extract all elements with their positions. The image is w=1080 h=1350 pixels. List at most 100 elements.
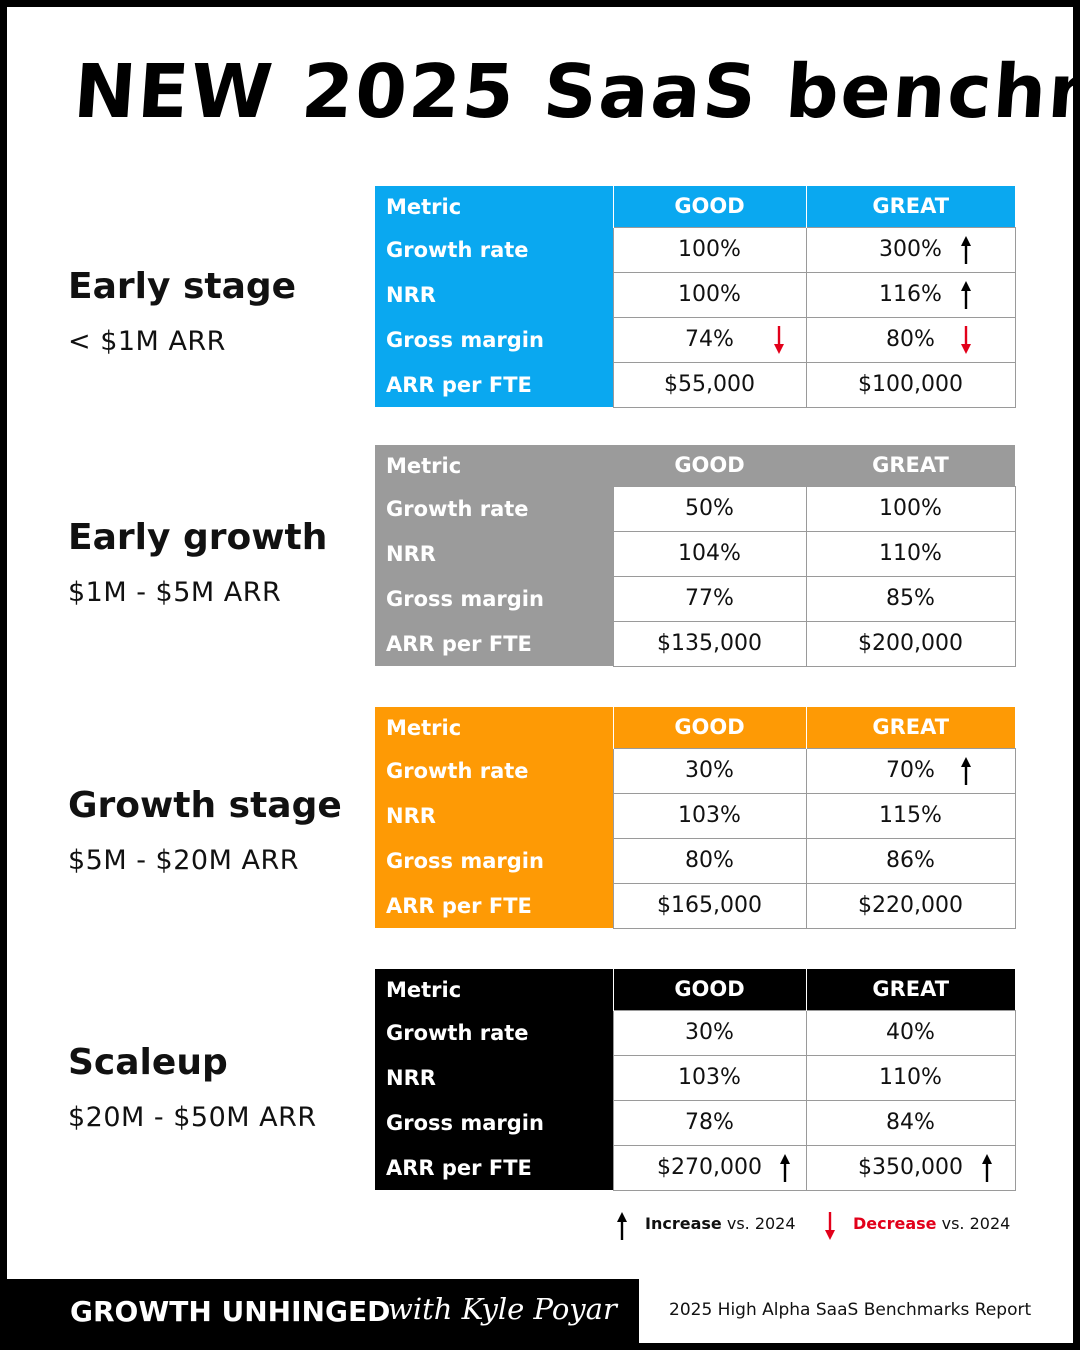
table-row: Growth rate 100% 300% [375, 226, 1016, 273]
stage-name-scaleup: Scaleup [68, 1042, 228, 1083]
great-value: 110% [805, 1054, 1016, 1101]
metric-label: Growth rate [375, 748, 613, 793]
column-header-great: GREAT [805, 969, 1015, 1010]
good-value: 30% [612, 1009, 807, 1056]
table-row: ARR per FTE $55,000 $100,000 [375, 361, 1016, 408]
great-value-text: 70% [886, 758, 935, 783]
legend-increase-label: Increase [645, 1214, 722, 1233]
stage-range-growth-stage: $5M - $20M ARR [68, 845, 299, 876]
up-arrow-icon [960, 280, 971, 309]
up-arrow-icon [960, 756, 971, 785]
benchmark-table-early-growth: Metric GOOD GREAT Growth rate 50% 100% N… [375, 445, 1016, 667]
good-value: $135,000 [612, 620, 807, 667]
benchmark-table-scaleup: Metric GOOD GREAT Growth rate 30% 40% NR… [375, 969, 1016, 1191]
good-value: 30% [612, 747, 807, 794]
table-row: ARR per FTE $135,000 $200,000 [375, 620, 1016, 667]
great-value: $200,000 [805, 620, 1016, 667]
page-title: NEW 2025 SaaS benchmarks [70, 49, 1080, 135]
great-value-text: 80% [886, 327, 935, 352]
good-value: 103% [612, 792, 807, 839]
metric-label: Growth rate [375, 227, 613, 272]
stage-range-early-growth: $1M - $5M ARR [68, 577, 282, 608]
benchmark-table-growth-stage: Metric GOOD GREAT Growth rate 30% 70% NR… [375, 707, 1016, 929]
report-source: 2025 High Alpha SaaS Benchmarks Report [669, 1300, 1032, 1320]
great-value-text: $350,000 [858, 1155, 963, 1180]
great-value-text: $100,000 [858, 372, 963, 397]
metric-label: Growth rate [375, 1010, 613, 1055]
table-row: NRR 100% 116% [375, 271, 1016, 318]
table-header-row: Metric GOOD GREAT [375, 445, 1015, 486]
good-value-text: 100% [678, 237, 741, 262]
column-header-good: GOOD [612, 969, 806, 1010]
good-value-text: 74% [685, 327, 734, 352]
great-value: 100% [805, 485, 1016, 532]
column-header-metric: Metric [375, 186, 613, 227]
great-value: 300% [805, 226, 1016, 273]
column-header-metric: Metric [375, 707, 613, 748]
great-value: 85% [805, 575, 1016, 622]
stage-name-growth-stage: Growth stage [68, 785, 342, 826]
legend-increase: Increase vs. 2024 [645, 1214, 796, 1233]
metric-label: NRR [375, 531, 613, 576]
great-value: $100,000 [805, 361, 1016, 408]
great-value: 115% [805, 792, 1016, 839]
metric-label: Gross margin [375, 317, 613, 362]
up-arrow-icon [617, 1212, 627, 1240]
good-value: 77% [612, 575, 807, 622]
great-value: 86% [805, 837, 1016, 884]
metric-label: NRR [375, 272, 613, 317]
great-value: $220,000 [805, 882, 1016, 929]
up-arrow-icon [981, 1153, 992, 1182]
good-value: 100% [612, 226, 807, 273]
table-row: Gross margin 74% 80% [375, 316, 1016, 363]
table-row: Growth rate 30% 70% [375, 747, 1016, 794]
great-value-text: 300% [879, 237, 942, 262]
table-header-row: Metric GOOD GREAT [375, 186, 1015, 227]
great-value: $350,000 [805, 1144, 1016, 1191]
metric-label: NRR [375, 1055, 613, 1100]
column-header-great: GREAT [806, 445, 1015, 486]
stage-range-early-stage: < $1M ARR [68, 326, 226, 357]
column-header-great: GREAT [805, 186, 1015, 227]
column-header-good: GOOD [613, 445, 806, 486]
good-value: 100% [612, 271, 807, 318]
legend-decrease-label: Decrease [853, 1214, 937, 1233]
table-header-row: Metric GOOD GREAT [375, 707, 1015, 748]
table-row: Gross margin 80% 86% [375, 837, 1016, 884]
great-value: 70% [805, 747, 1016, 794]
stage-name-early-growth: Early growth [68, 517, 328, 558]
good-value: 103% [612, 1054, 807, 1101]
table-row: Gross margin 77% 85% [375, 575, 1016, 622]
column-header-metric: Metric [375, 445, 613, 486]
table-row: ARR per FTE $270,000 $350,000 [375, 1144, 1016, 1191]
brand-name: GROWTH UNHINGED [70, 1295, 391, 1328]
good-value: 78% [612, 1099, 807, 1146]
good-value: 74% [612, 316, 807, 363]
down-arrow-icon [773, 325, 784, 354]
column-header-great: GREAT [805, 707, 1015, 748]
good-value: $270,000 [612, 1144, 807, 1191]
great-value: 84% [805, 1099, 1016, 1146]
good-value-text: 100% [678, 282, 741, 307]
footer-brand-bar [0, 1279, 639, 1350]
table-row: ARR per FTE $165,000 $220,000 [375, 882, 1016, 929]
table-row: NRR 103% 110% [375, 1054, 1016, 1101]
great-value: 110% [805, 530, 1016, 577]
down-arrow-icon [960, 325, 971, 354]
column-header-good: GOOD [612, 186, 806, 227]
brand-author: with Kyle Poyar [388, 1292, 617, 1326]
table-row: Growth rate 50% 100% [375, 485, 1016, 532]
metric-label: ARR per FTE [375, 621, 613, 666]
great-value-text: 116% [879, 282, 942, 307]
metric-label: Gross margin [375, 838, 613, 883]
metric-label: Growth rate [375, 486, 613, 531]
great-value: 116% [805, 271, 1016, 318]
stage-name-early-stage: Early stage [68, 266, 297, 307]
up-arrow-icon [779, 1153, 790, 1182]
table-row: NRR 103% 115% [375, 792, 1016, 839]
good-value-text: 30% [685, 758, 734, 783]
legend-decrease: Decrease vs. 2024 [853, 1214, 1010, 1233]
metric-label: NRR [375, 793, 613, 838]
metric-label: Gross margin [375, 576, 613, 621]
column-header-metric: Metric [375, 969, 613, 1010]
